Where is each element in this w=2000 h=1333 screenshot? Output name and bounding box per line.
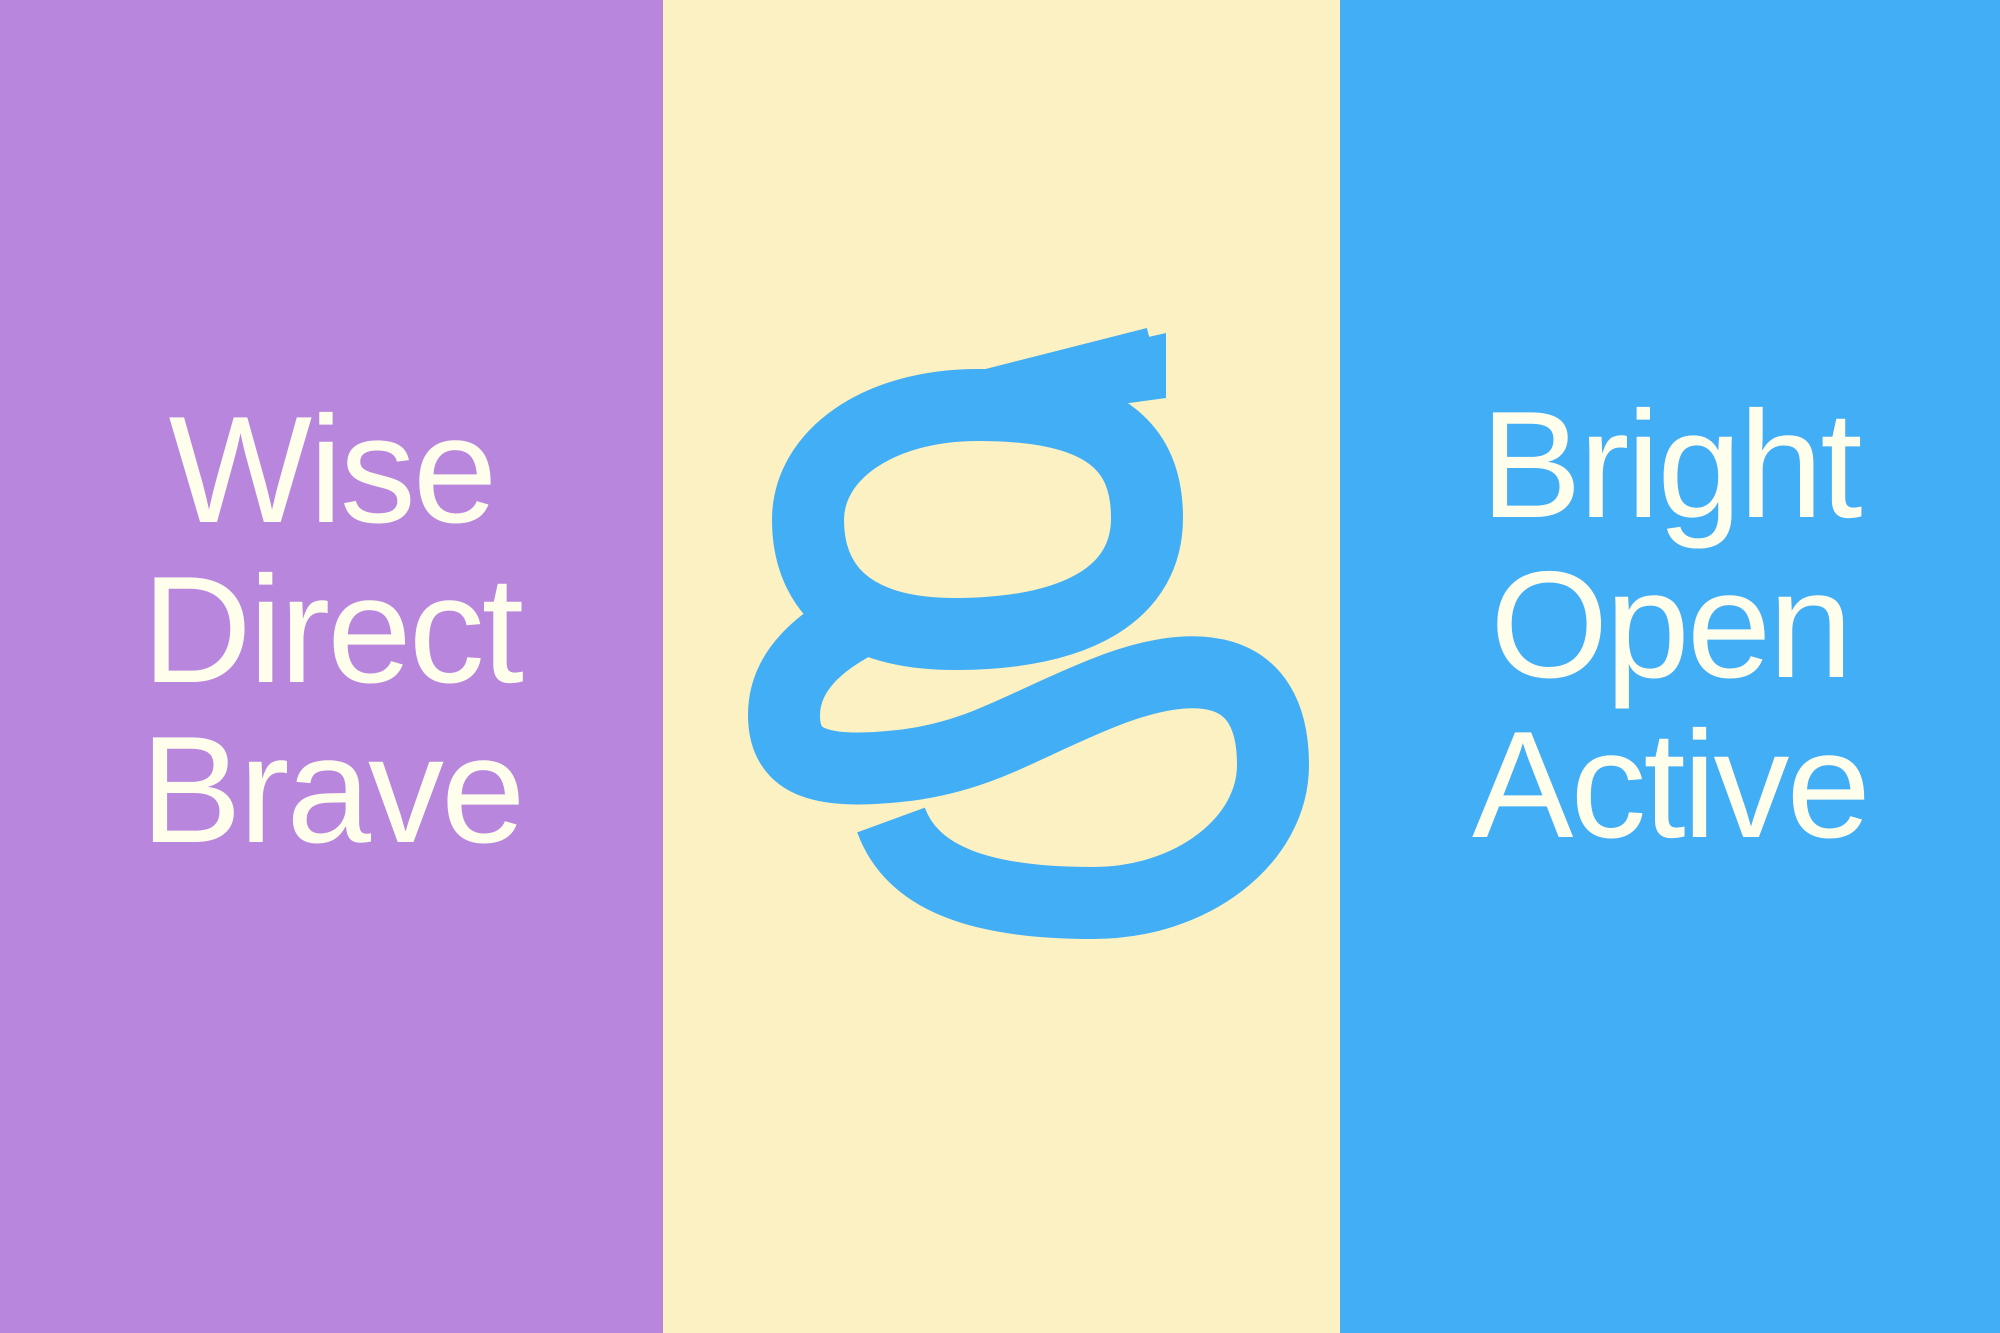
right-panel: Bright Open Active bbox=[1340, 0, 2000, 1333]
left-panel: Wise Direct Brave bbox=[0, 0, 663, 1333]
g-logo-icon bbox=[748, 328, 1309, 939]
word-bright: Bright bbox=[1480, 380, 1862, 550]
center-panel bbox=[663, 0, 1340, 1333]
left-word-stack: Wise Direct Brave bbox=[0, 390, 663, 870]
word-wise: Wise bbox=[168, 385, 498, 555]
word-active: Active bbox=[1472, 700, 1871, 870]
right-word-stack: Bright Open Active bbox=[1340, 385, 2000, 865]
word-direct: Direct bbox=[142, 545, 524, 715]
word-open: Open bbox=[1490, 540, 1853, 710]
word-brave: Brave bbox=[140, 705, 525, 875]
